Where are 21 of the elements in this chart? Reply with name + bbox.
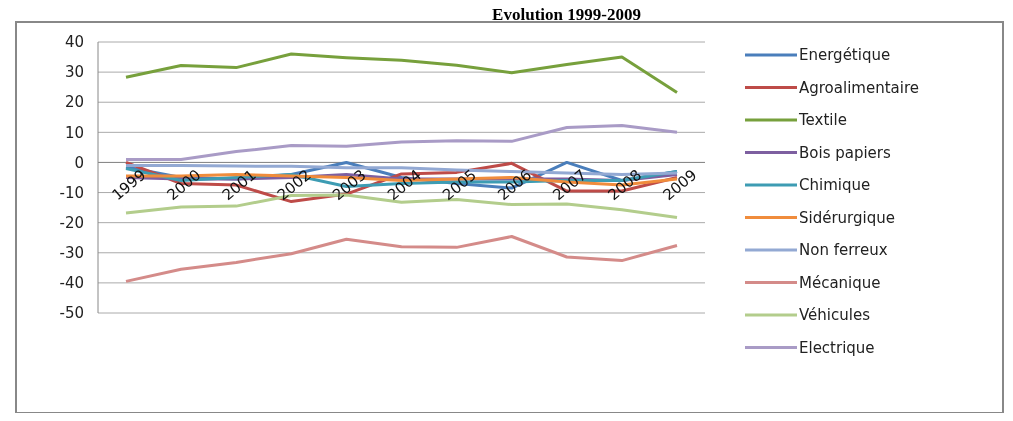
legend-label: Electrique — [799, 338, 875, 357]
y-tick-label: 40 — [64, 33, 84, 52]
y-tick-label: 0 — [74, 153, 84, 172]
legend-label: Agroalimentaire — [799, 78, 919, 97]
y-tick-label: -10 — [59, 183, 84, 202]
legend-label: Bois papiers — [799, 143, 892, 162]
legend-label: Non ferreux — [799, 241, 888, 260]
legend-label: Véhicules — [799, 306, 871, 325]
legend-label: Mécanique — [799, 273, 881, 292]
y-tick-label: 30 — [64, 63, 84, 82]
y-tick-label: -30 — [59, 244, 84, 263]
y-tick-label: 20 — [64, 93, 84, 112]
legend-label: Energétique — [799, 46, 891, 65]
y-tick-label: 10 — [64, 123, 84, 142]
legend-label: Chimique — [799, 176, 871, 195]
chart-title: Evolution 1999-2009 — [492, 5, 641, 24]
y-tick-label: -40 — [59, 274, 84, 293]
legend-label: Sidérurgique — [799, 208, 895, 227]
y-tick-label: -50 — [59, 304, 84, 323]
y-tick-label: -20 — [59, 213, 84, 232]
legend-label: Textile — [798, 111, 847, 130]
